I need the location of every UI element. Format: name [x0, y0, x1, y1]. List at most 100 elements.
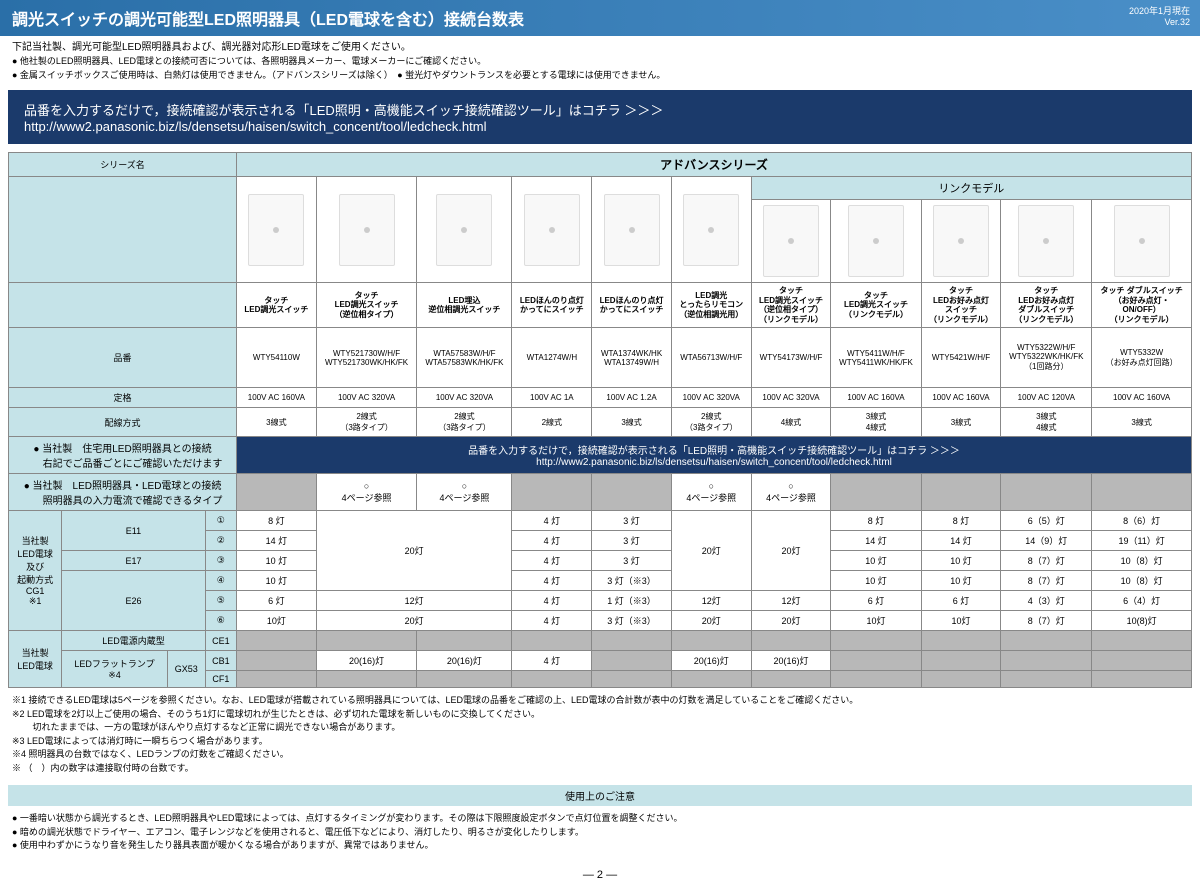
lamp-cell-2-9: 8（7）灯: [1001, 551, 1092, 571]
wiring-cell-10: 3線式: [1092, 408, 1192, 437]
flat-cell-0-6: [751, 631, 831, 651]
code-ce1: CE1: [205, 631, 236, 651]
flat-cell-0-7: [831, 631, 921, 651]
switch-type-label-6: タッチ LED調光スイッチ （逆位相タイプ） （リンクモデル）: [751, 283, 831, 328]
switch-type-label-1: タッチ LED調光スイッチ （逆位相タイプ）: [316, 283, 417, 328]
lamp-cell-0-8: 8 灯: [921, 511, 1001, 531]
switch-type-label-8: タッチ LEDお好み点灯 スイッチ （リンクモデル）: [921, 283, 1001, 328]
lamp-num-5: ⑤: [205, 591, 236, 611]
switch-type-label-3: LEDほんのり点灯 かってにスイッチ: [512, 283, 592, 328]
lamp-cell-5-5: 20灯: [671, 611, 751, 631]
wiring-cell-9: 3線式 4線式: [1001, 408, 1092, 437]
switch-image-1: [339, 194, 395, 266]
rating-row: 定格 100V AC 160VA100V AC 320VA100V AC 320…: [9, 388, 1192, 408]
part-cell-7: WTY5411W/H/F WTY5411WK/HK/FK: [831, 328, 921, 388]
check-cell-8: [921, 474, 1001, 511]
lamp-cell-3-7: 10 灯: [831, 571, 921, 591]
wiring-cell-5: 2線式 （3路タイプ）: [671, 408, 751, 437]
flat-cell-2-0: [237, 671, 317, 688]
part-cell-1: WTY521730W/H/F WTY521730WK/HK/FK: [316, 328, 417, 388]
switch-type-label-10: タッチ ダブルスイッチ （お好み点灯・ ON/OFF） （リンクモデル）: [1092, 283, 1192, 328]
flat-cell-2-8: [921, 671, 1001, 688]
rating-cell-0: 100V AC 160VA: [237, 388, 317, 408]
type-label-row: タッチ LED調光スイッチタッチ LED調光スイッチ （逆位相タイプ）LED埋込…: [9, 283, 1192, 328]
flat-cell-0-2: [417, 631, 512, 651]
flat-cell-0-0: [237, 631, 317, 651]
lamp-cell-4-7: 6 灯: [831, 591, 921, 611]
lamp-cell-1-4: 3 灯: [592, 531, 672, 551]
lamp-cell-1-3: 4 灯: [512, 531, 592, 551]
part-cell-0: WTY54110W: [237, 328, 317, 388]
lamp-cell-4-4: 1 灯（※3）: [592, 591, 672, 611]
rating-cell-4: 100V AC 1.2A: [592, 388, 672, 408]
switch-image-2: [436, 194, 492, 266]
flat-cell-1-7: [831, 651, 921, 671]
check-cell-4: [592, 474, 672, 511]
header-date: 2020年1月現在Ver.32: [1129, 4, 1190, 27]
lamp-cell-0-5: 20灯: [671, 511, 751, 591]
advance-series-header: アドバンスシリーズ: [237, 153, 1192, 177]
lamp-cell-2-4: 3 灯: [592, 551, 672, 571]
flat-cell-1-3: 4 灯: [512, 651, 592, 671]
rating-cell-5: 100V AC 320VA: [671, 388, 751, 408]
target-product-label: [9, 177, 237, 283]
part-number-row: 品番 WTY54110WWTY521730W/H/F WTY521730WK/H…: [9, 328, 1192, 388]
flat-cell-2-10: [1092, 671, 1192, 688]
lamp-cell-4-0: 6 灯: [237, 591, 317, 611]
lamp-cell-4-8: 6 灯: [921, 591, 1001, 611]
check-cell-1: ○ 4ページ参照: [316, 474, 417, 511]
flat-cell-2-1: [316, 671, 417, 688]
socket-e17: E17: [62, 551, 205, 571]
rating-cell-8: 100V AC 160VA: [921, 388, 1001, 408]
page-title: 調光スイッチの調光可能型LED照明器具（LED電球を含む）接続台数表: [12, 12, 524, 29]
lamp-cell-4-10: 6（4）灯: [1092, 591, 1192, 611]
lamp-cell-5-10: 10(8)灯: [1092, 611, 1192, 631]
wiring-cell-3: 2線式: [512, 408, 592, 437]
lamp-cell-4-5: 12灯: [671, 591, 751, 611]
lamp-cell-0-9: 6（5）灯: [1001, 511, 1092, 531]
check-cell-7: [831, 474, 921, 511]
page-header: 調光スイッチの調光可能型LED照明器具（LED電球を含む）接続台数表 2020年…: [0, 0, 1200, 36]
main-table: シリーズ名 アドバンスシリーズ リンクモデル タッチ LED調光スイッチタッチ …: [8, 152, 1192, 688]
lamp-cell-5-4: 3 灯（※3）: [592, 611, 672, 631]
rating-cell-1: 100V AC 320VA: [316, 388, 417, 408]
lamp-num-1: ①: [205, 511, 236, 531]
switch-image-0: [248, 194, 304, 266]
wiring-cell-4: 3線式: [592, 408, 672, 437]
lamp-cell-5-9: 8（7）灯: [1001, 611, 1092, 631]
switch-image-7: [848, 205, 904, 277]
flat-cell-1-2: 20(16)灯: [417, 651, 512, 671]
flat-cell-0-1: [316, 631, 417, 651]
intro-text: 下記当社製、調光可能型LED照明器具および、調光器対応形LED電球をご使用くださ…: [0, 36, 1200, 86]
lamp-cell-5-7: 10灯: [831, 611, 921, 631]
lamp-cell-3-8: 10 灯: [921, 571, 1001, 591]
lamp-cell-1-9: 14（9）灯: [1001, 531, 1092, 551]
check-cell-5: ○ 4ページ参照: [671, 474, 751, 511]
flat-cell-0-8: [921, 631, 1001, 651]
footnotes: ※1 接続できるLED電球は5ページを参照ください。なお、LED電球が搭載されて…: [0, 688, 1200, 781]
switch-type-label-9: タッチ LEDお好み点灯 ダブルスイッチ （リンクモデル）: [1001, 283, 1092, 328]
wiring-row: 配線方式 3線式2線式 （3路タイプ）2線式 （3路タイプ）2線式3線式2線式 …: [9, 408, 1192, 437]
flat-lamp-rows: 当社製 LED電球LED電源内蔵型CE1LEDフラットランプ ※4GX53CB1…: [9, 631, 1192, 688]
lamp-cell-3-3: 4 灯: [512, 571, 592, 591]
lamp-cell-1-10: 19（11）灯: [1092, 531, 1192, 551]
lamp-cell-4-1: 12灯: [316, 591, 512, 611]
switch-image-8: [933, 205, 989, 277]
flat-cell-0-9: [1001, 631, 1092, 651]
lamp-cell-3-9: 8（7）灯: [1001, 571, 1092, 591]
lamp-num-2: ②: [205, 531, 236, 551]
check-cell-0: [237, 474, 317, 511]
check-cell-10: [1092, 474, 1192, 511]
socket-e11: E11: [62, 511, 205, 551]
switch-type-label-7: タッチ LED調光スイッチ （リンクモデル）: [831, 283, 921, 328]
part-cell-5: WTA56713W/H/F: [671, 328, 751, 388]
wiring-cell-6: 4線式: [751, 408, 831, 437]
rating-cell-10: 100V AC 160VA: [1092, 388, 1192, 408]
flat-cell-1-10: [1092, 651, 1192, 671]
link-model-header: リンクモデル: [751, 177, 1191, 200]
rating-cell-6: 100V AC 320VA: [751, 388, 831, 408]
rating-cell-3: 100V AC 1A: [512, 388, 592, 408]
lamp-cell-2-3: 4 灯: [512, 551, 592, 571]
flat-cell-0-4: [592, 631, 672, 651]
lamp-group1-label: 当社製 LED電球 及び 起動方式 CG1 ※1: [9, 511, 62, 631]
